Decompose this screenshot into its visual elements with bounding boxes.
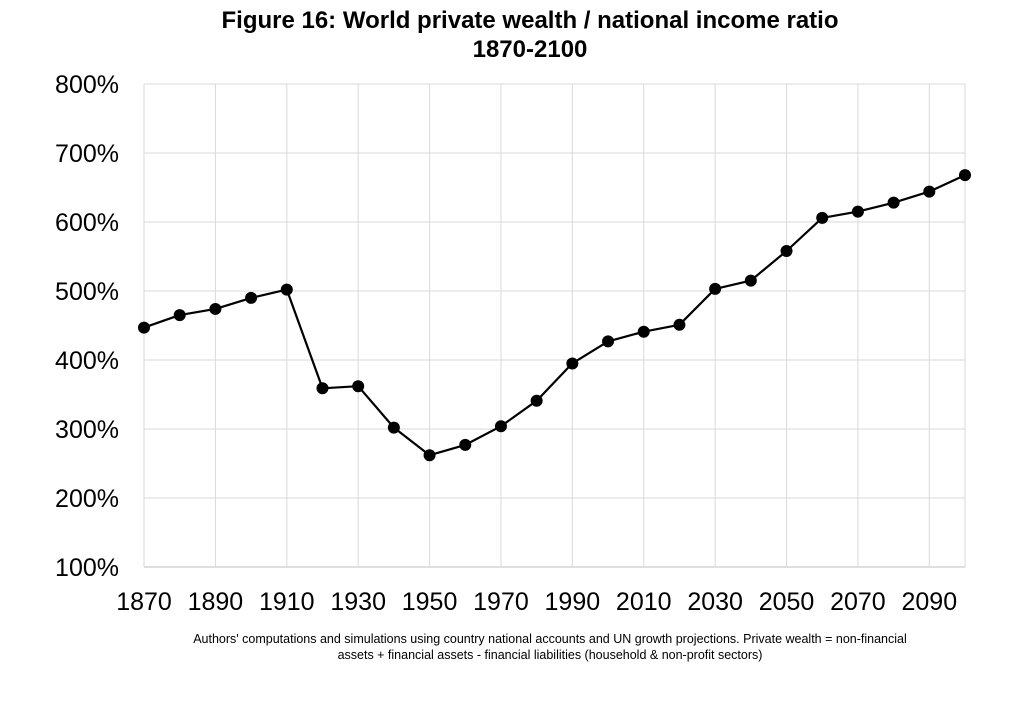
data-point-1930 [352, 380, 365, 393]
x-tick-label: 1910 [259, 588, 315, 616]
data-point-1910 [280, 283, 293, 296]
data-point-1880 [173, 309, 186, 322]
x-tick-label: 2010 [616, 588, 672, 616]
x-tick-label: 1990 [545, 588, 601, 616]
data-point-2050 [780, 244, 793, 257]
x-tick-label: 2070 [830, 588, 886, 616]
x-tick-label: 1930 [330, 588, 386, 616]
y-tick-label: 400% [55, 347, 119, 375]
y-tick-label: 100% [55, 554, 119, 582]
source-note-line-1: Authors' computations and simulations us… [193, 632, 907, 646]
data-point-1870 [138, 321, 150, 334]
y-tick-label: 500% [55, 278, 119, 306]
data-point-2000 [602, 335, 615, 348]
y-tick-label: 300% [55, 416, 119, 444]
x-tick-label: 2050 [759, 588, 815, 616]
source-note: Authors' computations and simulations us… [150, 631, 950, 663]
data-point-2070 [851, 205, 864, 218]
data-point-1980 [530, 394, 543, 407]
data-point-2090 [923, 185, 936, 198]
grid-lines [143, 83, 966, 568]
y-tick-label: 600% [55, 209, 119, 237]
data-point-1920 [316, 382, 329, 395]
data-point-2080 [887, 196, 900, 209]
data-point-1960 [459, 438, 472, 451]
y-axis-ticks: 100% 200% 300% 400% 500% 600% 700% 800% [55, 71, 119, 582]
y-tick-label: 800% [55, 71, 119, 99]
series-line [143, 174, 966, 457]
data-point-2020 [673, 318, 686, 331]
x-tick-label: 1950 [402, 588, 458, 616]
x-tick-label: 1870 [116, 588, 172, 616]
data-point-2100 [959, 169, 971, 182]
data-point-1900 [245, 291, 258, 304]
series-layer [138, 169, 971, 462]
source-note-line-2: assets + financial assets - financial li… [337, 648, 763, 662]
data-point-1950 [423, 449, 436, 462]
chart-title-main: Figure 16: World private wealth / nation… [221, 7, 839, 34]
data-point-1970 [494, 420, 507, 433]
x-tick-label: 1890 [188, 588, 244, 616]
chart-subtitle: 1870-2100 [472, 36, 588, 63]
data-point-1940 [387, 421, 400, 434]
x-axis-ticks: 1870 1890 1910 1930 1950 1970 1990 2010 2030 2050… [116, 588, 957, 616]
x-tick-label: 2030 [687, 588, 743, 616]
data-point-2040 [744, 274, 757, 287]
y-tick-label: 200% [55, 485, 119, 513]
data-point-2030 [709, 282, 722, 295]
data-point-2010 [637, 325, 650, 338]
x-tick-label: 2090 [901, 588, 957, 616]
chart-title: Figure 16: World private wealth / nation… [0, 6, 1011, 64]
data-point-1890 [209, 302, 222, 315]
data-point-2060 [816, 211, 829, 224]
y-tick-label: 700% [55, 140, 119, 168]
data-point-1990 [566, 357, 579, 370]
x-tick-label: 1970 [473, 588, 529, 616]
